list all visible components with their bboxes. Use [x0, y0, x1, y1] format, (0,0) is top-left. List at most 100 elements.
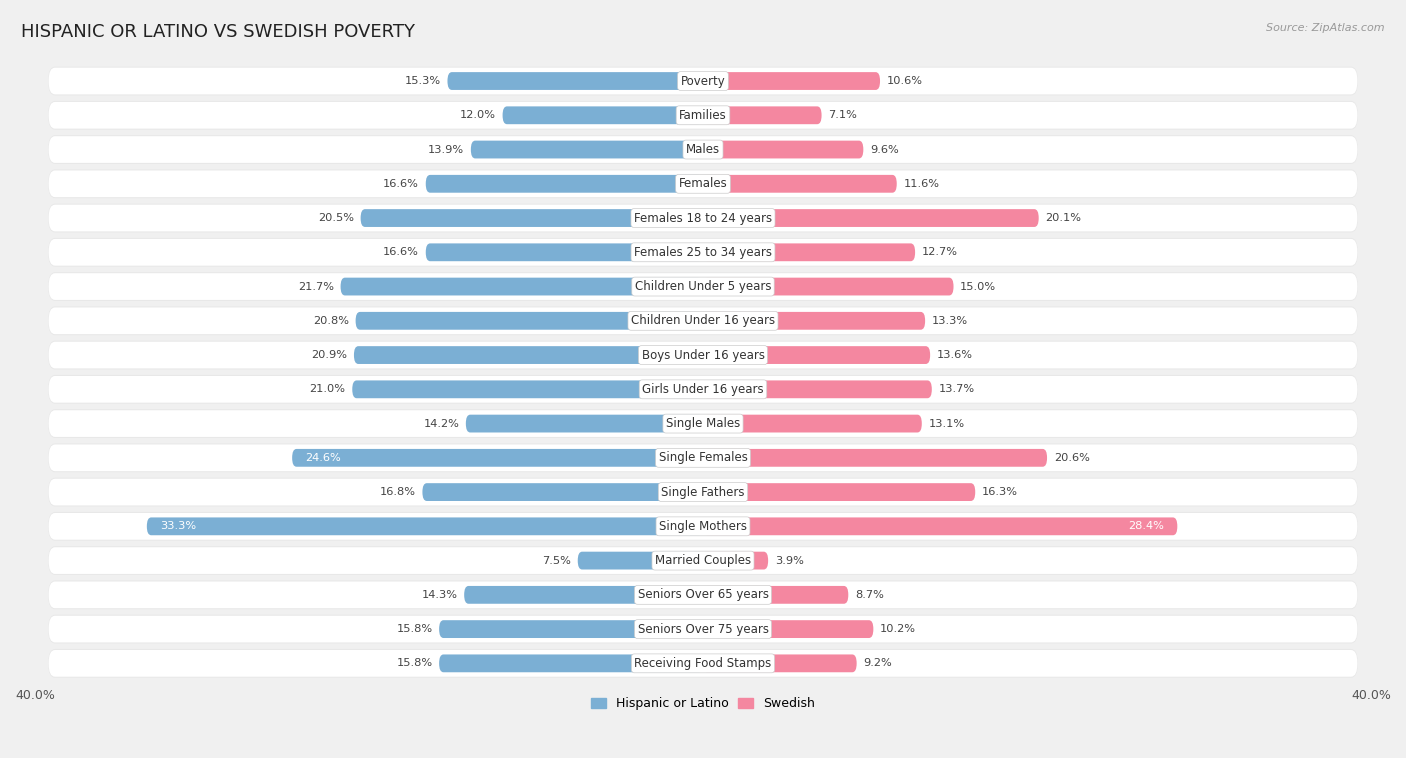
FancyBboxPatch shape	[356, 312, 703, 330]
FancyBboxPatch shape	[703, 312, 925, 330]
Text: Females 25 to 34 years: Females 25 to 34 years	[634, 246, 772, 258]
FancyBboxPatch shape	[49, 513, 1357, 540]
FancyBboxPatch shape	[48, 306, 1358, 335]
Text: Source: ZipAtlas.com: Source: ZipAtlas.com	[1267, 23, 1385, 33]
FancyBboxPatch shape	[703, 175, 897, 193]
Text: Seniors Over 75 years: Seniors Over 75 years	[637, 622, 769, 636]
Text: 14.3%: 14.3%	[422, 590, 457, 600]
FancyBboxPatch shape	[703, 209, 1039, 227]
FancyBboxPatch shape	[48, 443, 1358, 472]
FancyBboxPatch shape	[464, 586, 703, 604]
Text: 12.7%: 12.7%	[922, 247, 957, 257]
Text: Boys Under 16 years: Boys Under 16 years	[641, 349, 765, 362]
FancyBboxPatch shape	[49, 273, 1357, 300]
Text: 33.3%: 33.3%	[160, 522, 197, 531]
FancyBboxPatch shape	[49, 479, 1357, 506]
Text: 15.0%: 15.0%	[960, 281, 997, 292]
Text: 13.1%: 13.1%	[928, 418, 965, 428]
FancyBboxPatch shape	[353, 381, 703, 398]
FancyBboxPatch shape	[48, 649, 1358, 678]
FancyBboxPatch shape	[48, 340, 1358, 369]
FancyBboxPatch shape	[49, 171, 1357, 197]
FancyBboxPatch shape	[48, 67, 1358, 96]
Text: 24.6%: 24.6%	[305, 453, 342, 463]
Text: 14.2%: 14.2%	[423, 418, 460, 428]
FancyBboxPatch shape	[340, 277, 703, 296]
Text: Males: Males	[686, 143, 720, 156]
Text: Girls Under 16 years: Girls Under 16 years	[643, 383, 763, 396]
FancyBboxPatch shape	[49, 376, 1357, 402]
Text: Children Under 5 years: Children Under 5 years	[634, 280, 772, 293]
Text: 20.8%: 20.8%	[314, 316, 349, 326]
FancyBboxPatch shape	[48, 615, 1358, 644]
Text: Married Couples: Married Couples	[655, 554, 751, 567]
FancyBboxPatch shape	[703, 586, 848, 604]
FancyBboxPatch shape	[48, 101, 1358, 130]
Text: 16.3%: 16.3%	[981, 487, 1018, 497]
FancyBboxPatch shape	[48, 478, 1358, 506]
Text: 10.6%: 10.6%	[887, 76, 922, 86]
FancyBboxPatch shape	[703, 346, 931, 364]
FancyBboxPatch shape	[703, 106, 821, 124]
Text: 28.4%: 28.4%	[1128, 522, 1164, 531]
FancyBboxPatch shape	[502, 106, 703, 124]
Text: Seniors Over 65 years: Seniors Over 65 years	[637, 588, 769, 601]
Text: 9.6%: 9.6%	[870, 145, 898, 155]
FancyBboxPatch shape	[292, 449, 703, 467]
FancyBboxPatch shape	[422, 483, 703, 501]
Text: 15.8%: 15.8%	[396, 624, 433, 634]
Text: 9.2%: 9.2%	[863, 659, 891, 669]
Text: 20.6%: 20.6%	[1053, 453, 1090, 463]
FancyBboxPatch shape	[49, 547, 1357, 574]
FancyBboxPatch shape	[48, 512, 1358, 540]
FancyBboxPatch shape	[360, 209, 703, 227]
Text: 13.9%: 13.9%	[427, 145, 464, 155]
Text: 16.6%: 16.6%	[384, 247, 419, 257]
FancyBboxPatch shape	[48, 375, 1358, 404]
Text: Single Females: Single Females	[658, 451, 748, 465]
FancyBboxPatch shape	[703, 72, 880, 90]
FancyBboxPatch shape	[49, 444, 1357, 471]
Legend: Hispanic or Latino, Swedish: Hispanic or Latino, Swedish	[586, 692, 820, 715]
Text: Poverty: Poverty	[681, 74, 725, 87]
Text: 15.8%: 15.8%	[396, 659, 433, 669]
FancyBboxPatch shape	[48, 581, 1358, 609]
FancyBboxPatch shape	[49, 67, 1357, 95]
Text: 12.0%: 12.0%	[460, 110, 496, 121]
FancyBboxPatch shape	[48, 135, 1358, 164]
FancyBboxPatch shape	[703, 141, 863, 158]
FancyBboxPatch shape	[703, 483, 976, 501]
FancyBboxPatch shape	[146, 518, 703, 535]
Text: 21.7%: 21.7%	[298, 281, 333, 292]
Text: 16.6%: 16.6%	[384, 179, 419, 189]
Text: 20.5%: 20.5%	[318, 213, 354, 223]
Text: Females 18 to 24 years: Females 18 to 24 years	[634, 211, 772, 224]
FancyBboxPatch shape	[426, 243, 703, 262]
FancyBboxPatch shape	[703, 620, 873, 638]
FancyBboxPatch shape	[48, 272, 1358, 301]
Text: Children Under 16 years: Children Under 16 years	[631, 315, 775, 327]
FancyBboxPatch shape	[426, 175, 703, 193]
FancyBboxPatch shape	[49, 342, 1357, 368]
Text: 7.1%: 7.1%	[828, 110, 858, 121]
FancyBboxPatch shape	[49, 136, 1357, 163]
FancyBboxPatch shape	[354, 346, 703, 364]
Text: 20.9%: 20.9%	[311, 350, 347, 360]
FancyBboxPatch shape	[703, 654, 856, 672]
Text: 8.7%: 8.7%	[855, 590, 884, 600]
FancyBboxPatch shape	[471, 141, 703, 158]
Text: 7.5%: 7.5%	[543, 556, 571, 565]
FancyBboxPatch shape	[48, 204, 1358, 233]
FancyBboxPatch shape	[703, 243, 915, 262]
Text: 13.7%: 13.7%	[938, 384, 974, 394]
Text: Receiving Food Stamps: Receiving Food Stamps	[634, 657, 772, 670]
FancyBboxPatch shape	[49, 239, 1357, 265]
Text: HISPANIC OR LATINO VS SWEDISH POVERTY: HISPANIC OR LATINO VS SWEDISH POVERTY	[21, 23, 415, 41]
FancyBboxPatch shape	[49, 308, 1357, 334]
Text: 3.9%: 3.9%	[775, 556, 804, 565]
FancyBboxPatch shape	[48, 409, 1358, 438]
FancyBboxPatch shape	[703, 552, 768, 569]
FancyBboxPatch shape	[703, 449, 1047, 467]
FancyBboxPatch shape	[703, 277, 953, 296]
FancyBboxPatch shape	[49, 410, 1357, 437]
